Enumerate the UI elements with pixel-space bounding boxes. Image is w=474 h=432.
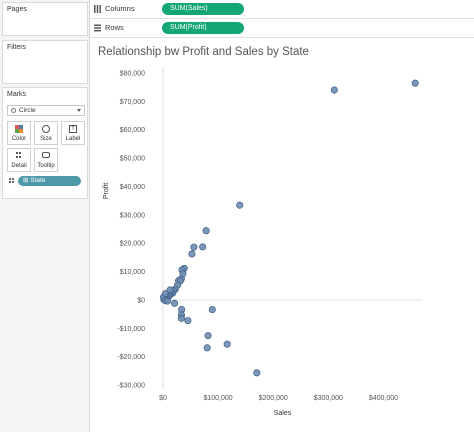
data-point[interactable] <box>411 79 419 87</box>
pages-card[interactable]: Pages <box>2 2 88 36</box>
size-icon <box>42 125 50 133</box>
tooltip-icon <box>42 152 50 158</box>
data-point[interactable] <box>163 297 172 305</box>
y-tick-label: $60,000 <box>120 127 145 134</box>
data-point[interactable] <box>208 306 216 314</box>
detail-icon <box>9 178 14 183</box>
y-tick-label: -$20,000 <box>117 354 145 361</box>
y-tick-label: $10,000 <box>120 269 145 276</box>
data-point[interactable] <box>199 243 207 251</box>
y-tick-label: $0 <box>137 297 145 304</box>
data-point[interactable] <box>171 299 179 307</box>
mark-type-value: Circle <box>19 107 36 114</box>
rows-shelf-label: Rows <box>105 23 124 32</box>
data-point[interactable] <box>190 243 198 251</box>
tooltip-button-label: Tooltip <box>37 163 55 169</box>
x-tick-label: $300,000 <box>314 395 343 402</box>
filters-card-title: Filters <box>7 44 27 51</box>
data-point[interactable] <box>223 340 231 348</box>
size-button-label: Size <box>40 136 52 142</box>
color-palette-icon <box>15 125 23 133</box>
color-button[interactable]: Color <box>7 121 31 145</box>
pages-card-title: Pages <box>7 6 27 13</box>
color-button-label: Color <box>11 136 27 142</box>
data-point[interactable] <box>203 344 211 352</box>
label-icon: T <box>69 125 77 133</box>
data-point[interactable] <box>188 250 196 258</box>
columns-shelf[interactable]: Columns SUM(Sales) <box>90 0 474 19</box>
chart-title: Relationship bw Profit and Sales by Stat… <box>98 46 309 58</box>
viz-area: Relationship bw Profit and Sales by Stat… <box>92 40 474 432</box>
chevron-down-icon <box>77 109 81 112</box>
y-tick-label: $50,000 <box>120 156 145 163</box>
y-tick-label: $70,000 <box>120 99 145 106</box>
data-point[interactable] <box>236 201 244 209</box>
state-pill-label: State <box>30 177 46 184</box>
detail-icon <box>16 152 22 160</box>
x-axis-label: Sales <box>274 410 292 417</box>
tooltip-button[interactable]: Tooltip <box>34 148 58 172</box>
left-pane: Pages Filters Marks Circle Color Size T … <box>0 0 90 432</box>
plus-icon: ⊞ <box>23 177 31 184</box>
label-button[interactable]: T Label <box>61 121 85 145</box>
y-axis-label: Profit <box>103 183 110 199</box>
y-tick-label: $20,000 <box>120 241 145 248</box>
y-tick-label: $40,000 <box>120 184 145 191</box>
data-point[interactable] <box>253 369 261 377</box>
y-tick-label: $30,000 <box>120 212 145 219</box>
data-point[interactable] <box>177 314 185 322</box>
data-point[interactable] <box>161 290 169 298</box>
label-button-label: Label <box>65 136 81 142</box>
circle-icon <box>11 108 16 113</box>
detail-button-label: Detail <box>11 163 27 169</box>
y-tick-label: -$30,000 <box>117 383 145 390</box>
marks-card: Marks Circle Color Size T Label Detail <box>2 87 88 199</box>
columns-shelf-label: Columns <box>105 4 135 13</box>
x-tick-label: $0 <box>159 395 167 402</box>
y-tick-label: -$10,000 <box>117 326 145 333</box>
data-point[interactable] <box>202 227 210 235</box>
rows-icon <box>94 24 101 32</box>
filters-card[interactable]: Filters <box>2 40 88 84</box>
x-tick-label: $200,000 <box>259 395 288 402</box>
mark-type-dropdown[interactable]: Circle <box>7 105 85 116</box>
detail-button[interactable]: Detail <box>7 148 31 172</box>
state-detail-pill[interactable]: ⊞ State <box>18 176 81 186</box>
data-point[interactable] <box>204 332 212 340</box>
x-tick-label: $400,000 <box>369 395 398 402</box>
columns-sales-pill[interactable]: SUM(Sales) <box>162 3 244 15</box>
rows-shelf[interactable]: Rows SUM(Profit) <box>90 19 474 38</box>
y-tick-label: $80,000 <box>120 71 145 78</box>
data-point[interactable] <box>184 317 192 325</box>
marks-card-title: Marks <box>7 91 27 98</box>
x-tick-label: $100,000 <box>204 395 233 402</box>
size-button[interactable]: Size <box>34 121 58 145</box>
data-point[interactable] <box>166 286 174 294</box>
data-point[interactable] <box>330 86 338 94</box>
rows-profit-pill[interactable]: SUM(Profit) <box>162 22 244 34</box>
columns-icon <box>94 5 101 13</box>
scatter-plot[interactable]: -$30,000 -$20,000 -$10,000 $0 $10,000 $20,000… <box>92 40 474 432</box>
